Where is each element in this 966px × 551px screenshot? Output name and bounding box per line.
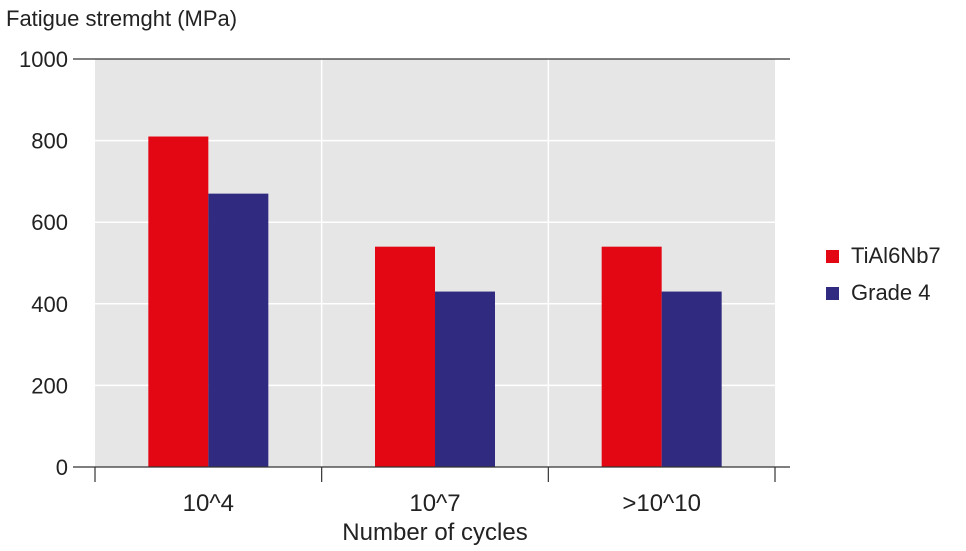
legend-swatch-grade4	[826, 286, 839, 300]
y-tick-label-800: 800	[31, 129, 68, 154]
x-tick-label-0: 10^4	[183, 490, 234, 517]
bar-grade4-2	[661, 291, 722, 467]
y-tick-label-400: 400	[31, 292, 68, 317]
legend-item-grade4: Grade 4	[826, 280, 941, 306]
legend: TiAl6Nb7 Grade 4	[826, 243, 941, 317]
bar-tial6nb7-0	[148, 136, 209, 467]
bar-tial6nb7-1	[375, 246, 435, 467]
legend-label-tial6nb7: TiAl6Nb7	[851, 243, 941, 268]
y-axis-label: Fatigue stremght (MPa)	[6, 6, 238, 31]
y-tick-label-600: 600	[31, 210, 68, 235]
x-tick-label-2: >10^10	[622, 490, 701, 517]
y-tick-label-200: 200	[31, 373, 68, 398]
legend-label-grade4: Grade 4	[851, 280, 931, 305]
legend-swatch-tial6nb7	[826, 249, 839, 263]
y-tick-label-1000: 1000	[19, 47, 68, 72]
y-tick-label-0: 0	[56, 455, 68, 480]
bar-tial6nb7-2	[601, 246, 662, 467]
bar-grade4-0	[208, 193, 269, 467]
bar-grade4-1	[435, 291, 495, 467]
tick-labels: 0 200 400 600 800 1000 10^4 10^7 >10^10	[19, 47, 701, 517]
axes	[73, 58, 790, 482]
legend-item-tial6nb7: TiAl6Nb7	[826, 243, 941, 269]
x-axis-label: Number of cycles	[342, 519, 528, 546]
x-tick-label-1: 10^7	[409, 490, 460, 517]
bars	[148, 136, 722, 467]
